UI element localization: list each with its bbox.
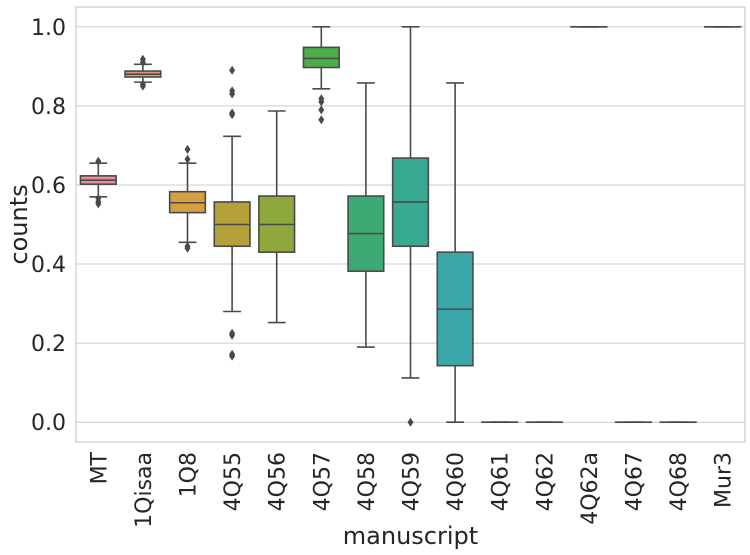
box (302, 46, 340, 69)
x-tick-label: 1Q8 (177, 452, 202, 497)
x-tick-label: 4Q67 (623, 452, 648, 511)
y-tick-label: 0.4 (31, 253, 66, 278)
x-tick-label: 4Q57 (310, 452, 335, 511)
box-series (79, 25, 742, 427)
box-group-1qisaa (124, 54, 162, 91)
x-tick-label: 4Q59 (400, 452, 425, 511)
x-tick-label: 4Q56 (266, 452, 291, 511)
outlier-point (318, 115, 325, 125)
box-group-4q60 (436, 82, 474, 424)
y-tick-label: 1.0 (31, 16, 66, 41)
box-group-4q59 (391, 25, 430, 427)
outlier-point (95, 156, 102, 166)
y-tick-labels: 0.0 0.2 0.4 0.6 0.8 1.0 (31, 16, 66, 436)
x-tick-label: 4Q61 (489, 452, 514, 511)
x-tick-label: 4Q55 (221, 452, 246, 511)
outlier-point (229, 328, 236, 338)
outlier-point (407, 417, 414, 427)
box-group-4q56 (258, 110, 296, 324)
box-group-1q8 (168, 144, 207, 253)
outlier-point (229, 86, 236, 96)
box-group-4q58 (347, 82, 385, 348)
outlier-point (184, 154, 191, 164)
outlier-point (95, 193, 102, 203)
outlier-point (184, 144, 191, 154)
outlier-point (318, 94, 325, 104)
outlier-point (139, 79, 146, 89)
x-tick-label: 4Q62a (578, 452, 603, 525)
box-group-4q57 (302, 25, 340, 125)
box-group-4q55 (213, 65, 251, 361)
y-axis-label: counts (5, 184, 33, 264)
x-tick-label: Mur3 (712, 452, 737, 508)
outlier-point (139, 54, 146, 64)
outlier-point (318, 105, 325, 115)
y-tick-label: 0.2 (31, 332, 66, 357)
box-group-mt (79, 156, 117, 209)
y-tick-label: 0.0 (31, 411, 66, 436)
x-tick-label: 4Q60 (444, 452, 469, 511)
outlier-point (184, 241, 191, 251)
x-tick-labels: MT 1Qisaa 1Q8 4Q55 4Q56 4Q57 4Q58 4Q59 4Q60 4Q61 4… (87, 451, 736, 527)
y-tick-label: 0.6 (31, 174, 66, 199)
x-axis-label: manuscript (343, 522, 478, 550)
x-tick-label: 4Q58 (355, 452, 380, 511)
x-tick-label: MT (87, 451, 112, 484)
x-tick-label: 1Qisaa (132, 452, 157, 528)
outlier-point (229, 349, 236, 359)
plot-frame (75, 6, 746, 443)
x-tick-label: 4Q68 (667, 452, 692, 511)
y-tick-label: 0.8 (31, 95, 66, 120)
x-tick-label: 4Q62 (533, 452, 558, 511)
outlier-point (229, 108, 236, 118)
outlier-point (229, 65, 236, 75)
